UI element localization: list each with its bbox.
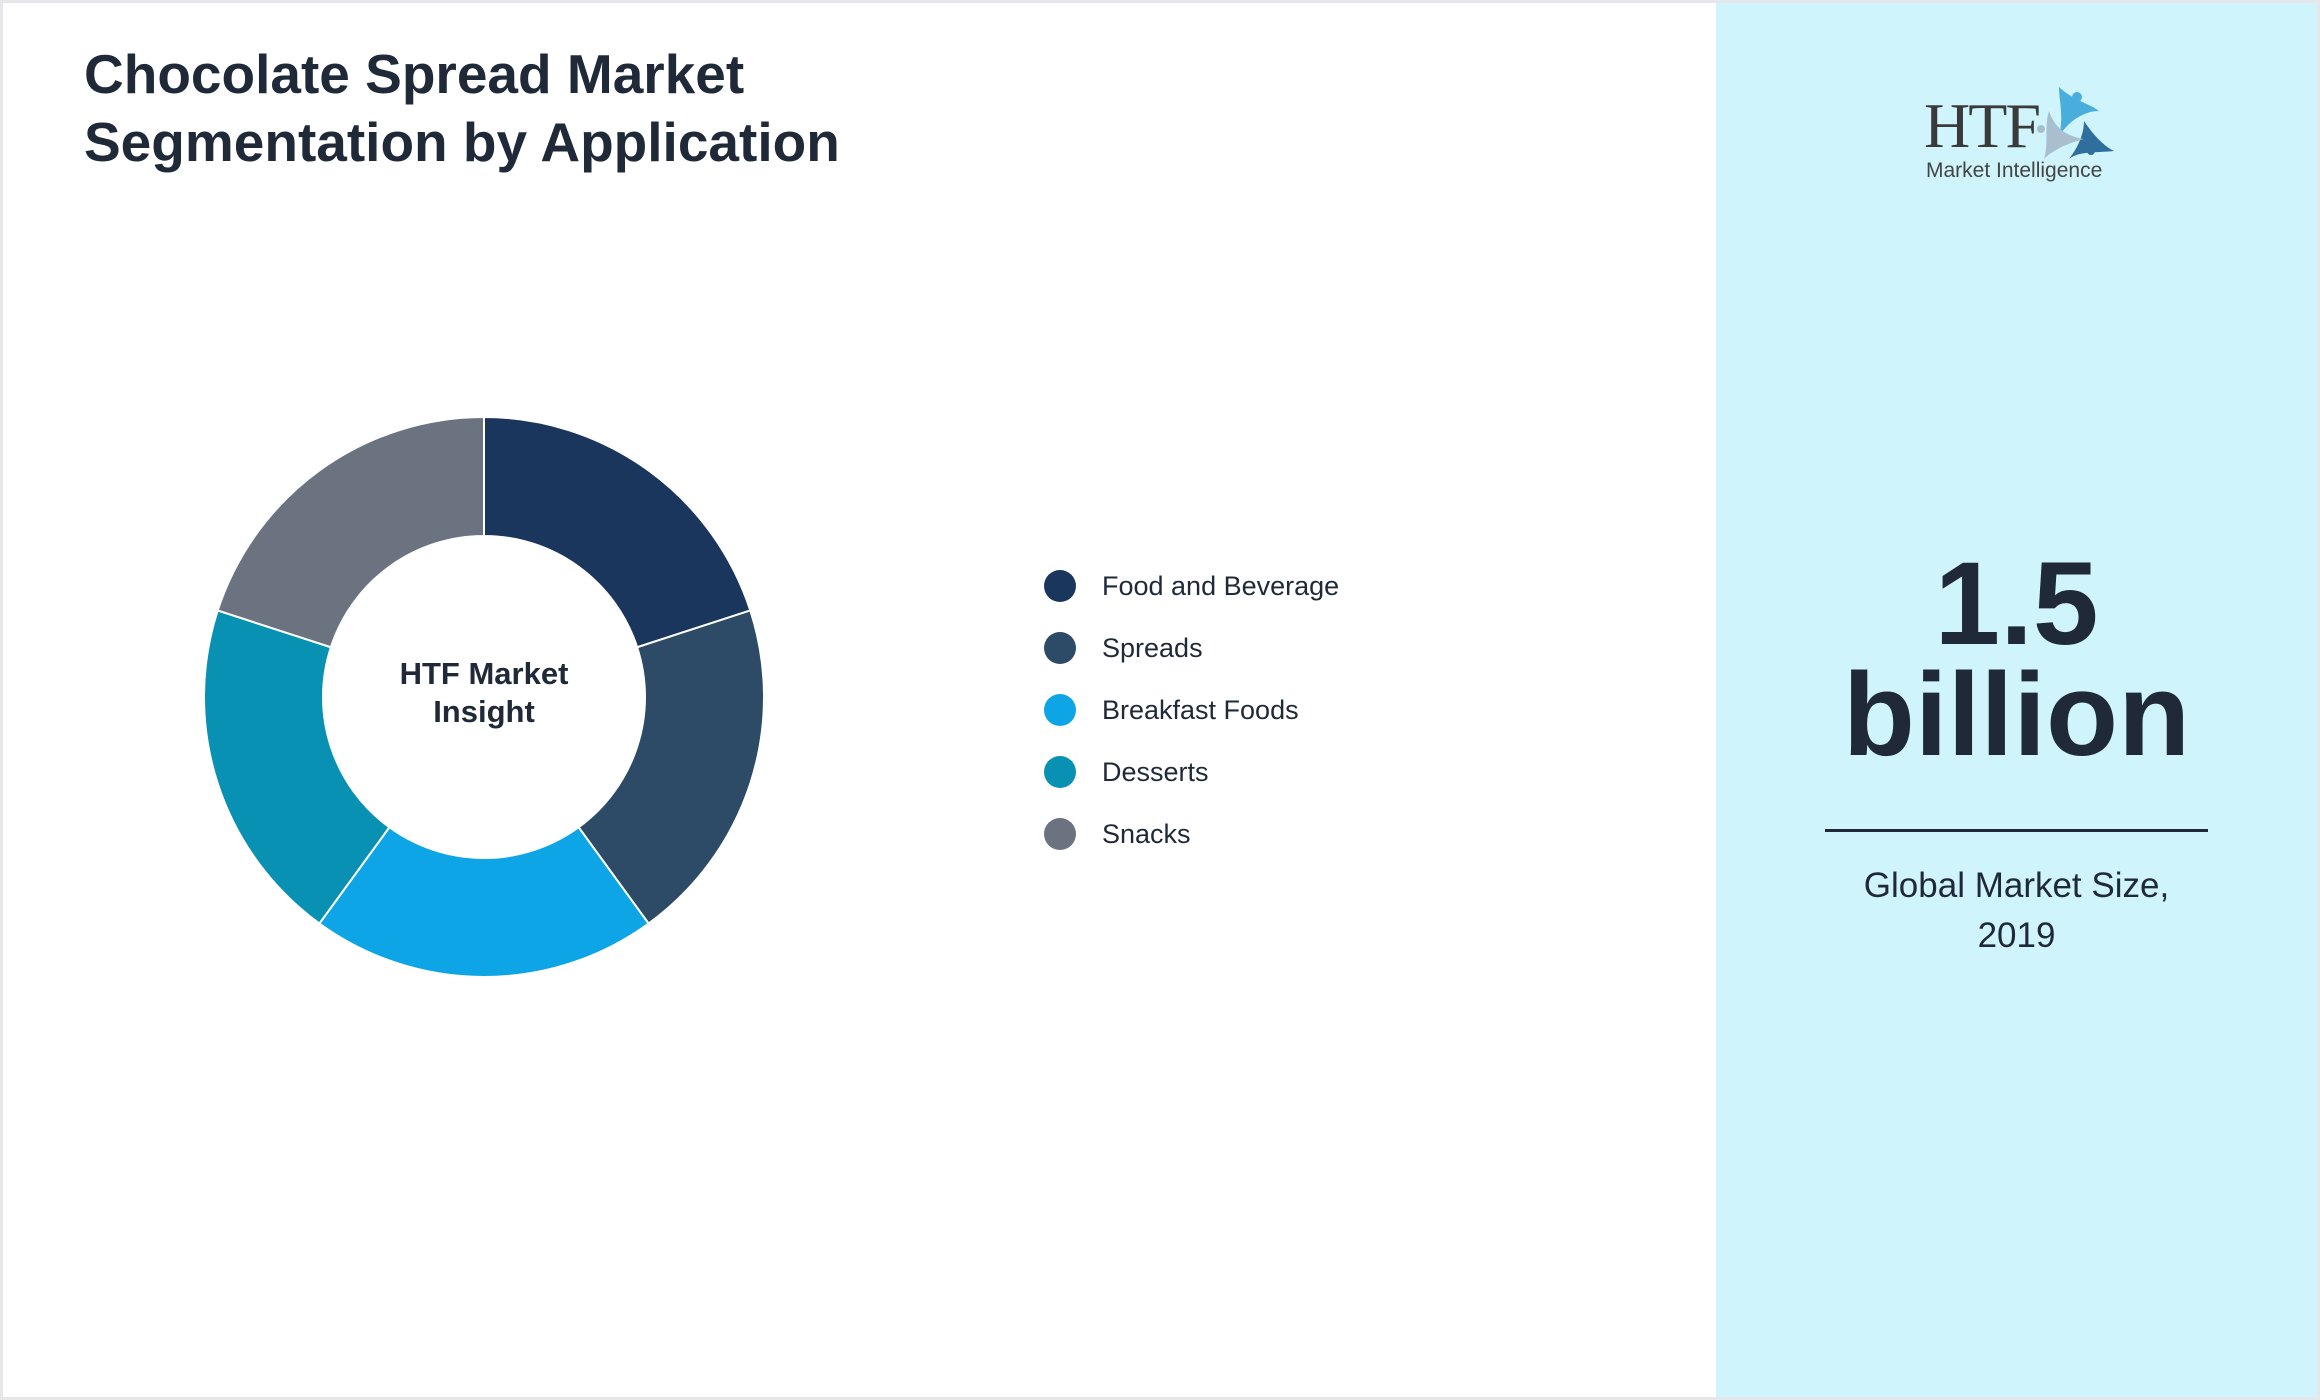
donut-chart: [203, 415, 765, 979]
legend-label: Food and Beverage: [1102, 570, 1340, 601]
donut-segment-food-and-beverage: [483, 415, 752, 649]
legend-dot-icon: [1044, 632, 1076, 664]
legend-item: Snacks: [1044, 803, 1339, 865]
donut-segment-spreads: [577, 609, 765, 925]
legend-label: Desserts: [1102, 756, 1209, 787]
donut-center-label: HTF Market Insight: [344, 655, 624, 731]
donut-segment-desserts: [203, 609, 391, 925]
title-line-1: Chocolate Spread Market: [84, 43, 745, 105]
market-size-unit: billion: [1842, 649, 2191, 781]
market-size-label-line-1: Global Market Size,: [1863, 866, 2170, 905]
donut-segment-breakfast-foods: [318, 825, 650, 979]
legend-label: Spreads: [1102, 632, 1203, 663]
market-size-label-line-2: 2019: [1977, 916, 2056, 955]
logo-figures-icon: [2037, 87, 2114, 159]
htf-logo: HTF Market Intelligence: [1924, 81, 2114, 191]
logo-text: HTF: [1924, 90, 2041, 161]
donut-segment-snacks: [216, 415, 485, 649]
market-size-value: 1.5: [1934, 538, 2099, 670]
legend-item: Desserts: [1044, 741, 1339, 803]
center-label-line-2: Insight: [433, 694, 535, 729]
legend-label: Breakfast Foods: [1102, 694, 1299, 725]
title-line-2: Segmentation by Application: [84, 111, 840, 173]
market-size-label: Global Market Size, 2019: [1716, 861, 2317, 961]
center-label-line-1: HTF Market: [399, 656, 569, 691]
chart-legend: Food and Beverage Spreads Breakfast Foods D…: [1044, 555, 1339, 865]
divider: [1825, 829, 2208, 832]
legend-label: Snacks: [1102, 818, 1191, 849]
legend-dot-icon: [1044, 756, 1076, 788]
legend-dot-icon: [1044, 818, 1076, 850]
legend-item: Food and Beverage: [1044, 555, 1339, 617]
legend-dot-icon: [1044, 694, 1076, 726]
page-title: Chocolate Spread Market Segmentation by …: [84, 40, 1084, 176]
legend-dot-icon: [1044, 570, 1076, 602]
legend-item: Spreads: [1044, 617, 1339, 679]
legend-item: Breakfast Foods: [1044, 679, 1339, 741]
logo-subtext: Market Intelligence: [1926, 159, 2103, 182]
market-size-panel: HTF Market Intelligence 1.5 billion Glob…: [1716, 3, 2317, 1397]
